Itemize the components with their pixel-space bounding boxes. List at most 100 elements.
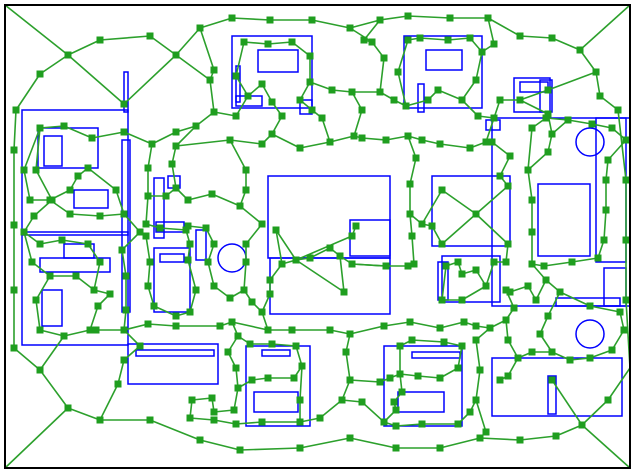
- graph-node: [614, 106, 622, 114]
- graph-node: [296, 418, 304, 426]
- graph-node: [474, 112, 482, 120]
- graph-node: [348, 260, 356, 268]
- graph-node: [90, 286, 98, 294]
- graph-node: [548, 130, 556, 138]
- graph-node: [472, 210, 480, 218]
- graph-node: [120, 326, 128, 334]
- graph-node: [92, 326, 100, 334]
- graph-node: [536, 330, 544, 338]
- graph-node: [266, 276, 274, 284]
- graph-node: [412, 154, 420, 162]
- graph-node: [236, 202, 244, 210]
- graph-edge: [527, 117, 569, 171]
- graph-node: [258, 418, 266, 426]
- graph-node: [72, 272, 80, 280]
- wall-outline: [73, 189, 109, 209]
- graph-node: [48, 196, 56, 204]
- graph-node: [12, 106, 20, 114]
- graph-node: [340, 288, 348, 296]
- graph-node: [296, 396, 304, 404]
- graph-edge: [139, 143, 197, 317]
- graph-node: [446, 14, 454, 22]
- graph-node: [144, 164, 152, 172]
- wall-outline: [195, 229, 207, 261]
- graph-node: [162, 192, 170, 200]
- graph-node: [528, 228, 536, 236]
- graph-node: [542, 276, 550, 284]
- graph-node: [592, 68, 600, 76]
- graph-node: [306, 52, 314, 60]
- wall-outline: [491, 357, 623, 417]
- graph-node: [142, 220, 150, 228]
- graph-node: [26, 196, 34, 204]
- graph-node: [552, 432, 560, 440]
- graph-node: [296, 144, 304, 152]
- graph-node: [398, 388, 406, 396]
- graph-node: [548, 34, 556, 42]
- graph-node: [604, 396, 612, 404]
- graph-nodes-layer: [10, 12, 630, 454]
- graph-node: [616, 308, 624, 316]
- graph-node: [436, 140, 444, 148]
- graph-node: [406, 180, 414, 188]
- graph-node: [396, 370, 404, 378]
- wall-outline: [431, 175, 511, 247]
- graph-node: [504, 336, 512, 344]
- graph-node: [454, 364, 462, 372]
- graph-node: [46, 272, 54, 280]
- graph-node: [150, 302, 158, 310]
- graph-node: [402, 102, 410, 110]
- graph-edge: [4, 4, 69, 56]
- graph-node: [596, 92, 604, 100]
- graph-node: [66, 210, 74, 218]
- graph-node: [418, 220, 426, 228]
- graph-node: [120, 356, 128, 364]
- graph-node: [352, 222, 360, 230]
- graph-node: [564, 116, 572, 124]
- graph-node: [196, 24, 204, 32]
- graph-node: [602, 176, 610, 184]
- graph-node: [296, 444, 304, 452]
- wall-outline: [135, 349, 215, 357]
- graph-node: [504, 372, 512, 380]
- graph-node: [186, 240, 194, 248]
- graph-node: [424, 96, 432, 104]
- graph-node: [604, 156, 612, 164]
- graph-node: [410, 260, 418, 268]
- graph-node: [482, 138, 490, 146]
- wall-outline: [231, 35, 313, 109]
- graph-node: [258, 140, 266, 148]
- graph-edge: [39, 335, 65, 371]
- graph-node: [542, 114, 550, 122]
- graph-node: [120, 100, 128, 108]
- graph-node: [482, 428, 490, 436]
- graph-node: [516, 32, 524, 40]
- graph-node: [496, 96, 504, 104]
- graph-node: [438, 186, 446, 194]
- graph-node: [146, 32, 154, 40]
- wall-outline: [537, 183, 591, 257]
- graph-node: [622, 176, 630, 184]
- graph-node: [504, 182, 512, 190]
- graph-node: [278, 260, 286, 268]
- graph-node: [64, 404, 72, 412]
- graph-node: [204, 258, 212, 266]
- graph-node: [234, 332, 242, 340]
- wall-outline: [43, 135, 63, 167]
- graph-node: [528, 260, 536, 268]
- graph-node: [288, 38, 296, 46]
- graph-node: [84, 240, 92, 248]
- graph-node: [586, 302, 594, 310]
- graph-node: [608, 124, 616, 132]
- graph-node: [36, 326, 44, 334]
- graph-edge: [4, 407, 69, 469]
- graph-node: [544, 312, 552, 320]
- graph-node: [404, 36, 412, 44]
- graph-node: [524, 166, 532, 174]
- graph-node: [36, 70, 44, 78]
- round-fixture: [575, 127, 605, 157]
- graph-node: [532, 296, 540, 304]
- wall-outline: [547, 375, 557, 415]
- wall-outline: [417, 83, 425, 113]
